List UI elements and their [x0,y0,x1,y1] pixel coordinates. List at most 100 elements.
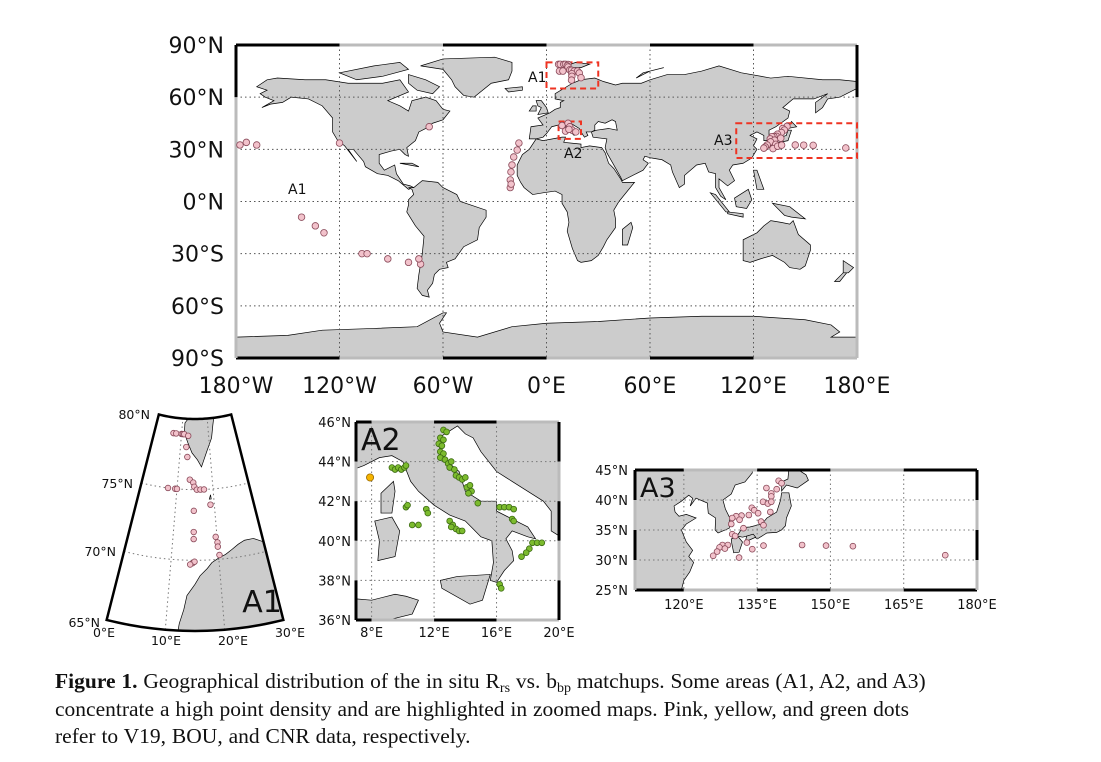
land [734,188,753,209]
land-corsica [380,480,396,514]
v19-point [760,521,767,529]
v19-point [425,123,433,131]
longitude-tick-label: 180°E [824,374,891,399]
inset-map-a3: A3 45°N 40°N 35°N 30°N 25°N 120°E 135°E 150°E 165… [595,464,997,613]
land [528,65,857,201]
cnr-point [458,527,466,535]
v19-point [186,561,194,568]
latitude-tick-label: 35°N [595,524,628,539]
longitude-tick-label: 165°E [884,598,924,613]
land [635,67,664,79]
land [399,162,420,168]
land [420,56,513,98]
v19-point [242,138,251,147]
caption-line-3: refer to V19, BOU, and CNR data, respect… [55,724,471,748]
land-africa [356,593,419,620]
v19-point [172,430,180,437]
v19-point [190,528,197,536]
latitude-tick-label: 90°S [171,347,224,372]
v19-point [507,180,515,188]
v19-point [709,552,717,560]
region-label-a2: A2 [564,146,582,162]
latitude-tick-label: 25°N [595,584,628,599]
v19-point [559,67,567,75]
caption-subscript: bp [557,681,572,696]
cnr-point [443,428,450,436]
land-group [635,470,809,590]
region-label-a1: A1 [528,70,546,86]
latitude-tick-label: 90°N [169,34,224,59]
longitude-tick-label: 120°E [720,374,787,399]
longitude-tick-label: 60°W [413,374,474,399]
v19-point [415,255,423,263]
v19-point [773,485,780,493]
v19-point [777,134,785,142]
longitude-tick-label: 180°W [199,374,274,399]
meridian-gridline [164,418,184,630]
longitude-tick-label: 120°W [302,374,377,399]
v19-point [727,520,735,528]
longitude-tick-label: 10°E [151,633,181,648]
land [771,202,807,220]
caption-text: matchups. Some areas (A1, A2, and A3) [571,669,926,693]
land [753,169,765,190]
caption-line-1: Figure 1. Geographical distribution of t… [55,668,926,696]
cnr-point [510,505,518,513]
v19-point [721,545,729,552]
region-box-a1 [545,61,600,90]
v19-point [404,258,413,267]
v19-point [849,542,857,550]
longitude-tick-label: 0°E [527,374,566,399]
latitude-tick-label: 44°N [318,456,351,471]
latitude-tick-label: 30°S [171,243,224,268]
land [727,211,744,218]
latitude-tick-label: 38°N [318,574,351,589]
v19-point [743,539,751,546]
latitude-tick-label: 75°N [101,476,133,491]
v19-point [507,168,515,176]
cnr-point [451,466,458,473]
v19-point [842,144,850,152]
cnr-point [447,523,455,531]
inset-title: A1 [242,585,282,620]
caption-subscript: rs [499,681,511,696]
cnr-point [522,549,530,556]
v19-point [760,542,767,549]
longitude-tick-label: 120°E [664,598,704,613]
v19-point [745,511,753,519]
cnr-point [538,539,546,547]
v19-point [713,548,721,555]
cnr-point [447,458,455,465]
v19-point [565,125,573,134]
longitude-tick-label: 0°E [93,625,115,640]
parallel-gridline [123,550,267,561]
v19-point [809,141,817,150]
cnr-point [404,501,411,509]
world-map: A1 A2 A3 A1 90°N 60°N 30°N 0°N 30°S 60°S 90°S180°W… [169,34,891,399]
v19-point [510,153,518,161]
v19-point [212,533,219,541]
land [255,77,451,190]
v19-point [740,524,747,532]
region-label-a3: A3 [714,133,732,149]
land-sicily [439,574,491,605]
cnr-point [408,521,416,529]
meridian-gridline [206,418,226,630]
v19-point [567,76,576,84]
inset-map-a2: A2 46°N 44°N 42°N 40°N 38°N 36°N 8°E 12°E 16°E 20°… [318,416,574,641]
v19-point [791,141,799,149]
v19-point [735,554,743,561]
cnr-point [497,585,505,592]
v19-point [728,514,736,522]
v19-point [577,73,585,82]
land [338,62,410,81]
v19-point [183,443,190,451]
cnr-point [415,521,422,529]
land [528,105,537,112]
cnr-point [440,436,447,444]
v19-point [941,551,949,559]
v19-point [253,141,261,149]
cnr-point [438,442,446,450]
inset-title: A3 [640,473,676,504]
figure-caption: Figure 1. Geographical distribution of t… [55,668,926,751]
